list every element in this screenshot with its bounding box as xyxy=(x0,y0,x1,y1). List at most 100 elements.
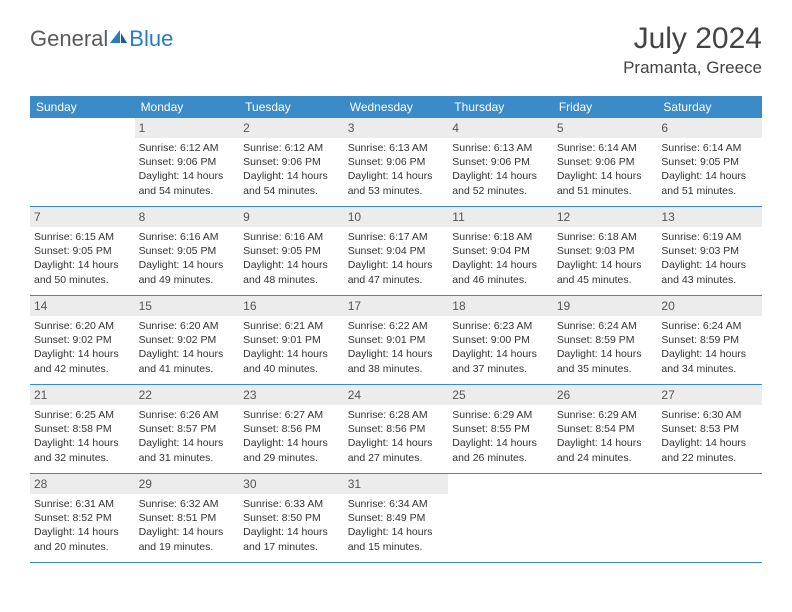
daylight-text-2: and 51 minutes. xyxy=(661,184,758,198)
day-number: 9 xyxy=(239,207,344,227)
daylight-text-1: Daylight: 14 hours xyxy=(557,169,654,183)
day-number: 1 xyxy=(135,118,240,138)
sunrise-text: Sunrise: 6:18 AM xyxy=(452,230,549,244)
daylight-text-2: and 42 minutes. xyxy=(34,362,131,376)
daylight-text-2: and 47 minutes. xyxy=(348,273,445,287)
day-number: 7 xyxy=(30,207,135,227)
daylight-text-1: Daylight: 14 hours xyxy=(348,525,445,539)
calendar: SundayMondayTuesdayWednesdayThursdayFrid… xyxy=(30,96,762,563)
sunset-text: Sunset: 8:58 PM xyxy=(34,422,131,436)
daylight-text-2: and 40 minutes. xyxy=(243,362,340,376)
sunrise-text: Sunrise: 6:30 AM xyxy=(661,408,758,422)
sunrise-text: Sunrise: 6:33 AM xyxy=(243,497,340,511)
daylight-text-1: Daylight: 14 hours xyxy=(661,436,758,450)
day-info: Sunrise: 6:24 AMSunset: 8:59 PMDaylight:… xyxy=(661,319,758,376)
daylight-text-2: and 15 minutes. xyxy=(348,540,445,554)
day-cell: 19Sunrise: 6:24 AMSunset: 8:59 PMDayligh… xyxy=(553,296,658,384)
day-info: Sunrise: 6:25 AMSunset: 8:58 PMDaylight:… xyxy=(34,408,131,465)
day-info: Sunrise: 6:12 AMSunset: 9:06 PMDaylight:… xyxy=(139,141,236,198)
daylight-text-2: and 51 minutes. xyxy=(557,184,654,198)
day-cell: 31 Sunrise: 6:34 AMSunset: 8:49 PMDayligh… xyxy=(344,474,449,562)
day-info: Sunrise: 6:14 AMSunset: 9:05 PMDaylight:… xyxy=(661,141,758,198)
day-info: Sunrise: 6:22 AMSunset: 9:01 PMDaylight:… xyxy=(348,319,445,376)
daylight-text-1: Daylight: 14 hours xyxy=(243,258,340,272)
title-block: July 2024 Pramanta, Greece xyxy=(623,22,762,78)
day-cell: 3Sunrise: 6:13 AMSunset: 9:06 PMDaylight… xyxy=(344,118,449,206)
daylight-text-1: Daylight: 14 hours xyxy=(243,347,340,361)
sunrise-text: Sunrise: 6:12 AM xyxy=(139,141,236,155)
day-info: Sunrise: 6:20 AMSunset: 9:02 PMDaylight:… xyxy=(34,319,131,376)
day-number: 31 xyxy=(344,474,449,494)
daylight-text-1: Daylight: 14 hours xyxy=(348,258,445,272)
day-cell: . xyxy=(30,118,135,206)
sunset-text: Sunset: 9:01 PM xyxy=(243,333,340,347)
sunset-text: Sunset: 8:56 PM xyxy=(348,422,445,436)
day-number: 24 xyxy=(344,385,449,405)
day-number: 5 xyxy=(553,118,658,138)
daylight-text-1: Daylight: 14 hours xyxy=(139,525,236,539)
sunrise-text: Sunrise: 6:29 AM xyxy=(557,408,654,422)
day-number: 26 xyxy=(553,385,658,405)
daylight-text-2: and 37 minutes. xyxy=(452,362,549,376)
sunrise-text: Sunrise: 6:25 AM xyxy=(34,408,131,422)
sunset-text: Sunset: 9:06 PM xyxy=(452,155,549,169)
sunset-text: Sunset: 8:49 PM xyxy=(348,511,445,525)
sunrise-text: Sunrise: 6:27 AM xyxy=(243,408,340,422)
day-cell: 25Sunrise: 6:29 AMSunset: 8:55 PMDayligh… xyxy=(448,385,553,473)
day-cell: 11 Sunrise: 6:18 AMSunset: 9:04 PMDayligh… xyxy=(448,207,553,295)
daylight-text-1: Daylight: 14 hours xyxy=(139,436,236,450)
sunset-text: Sunset: 9:03 PM xyxy=(557,244,654,258)
day-info: Sunrise: 6:18 AMSunset: 9:04 PMDaylight:… xyxy=(452,230,549,287)
day-number: 23 xyxy=(239,385,344,405)
day-cell: . xyxy=(657,474,762,562)
day-cell: . xyxy=(448,474,553,562)
day-number: 8 xyxy=(135,207,240,227)
day-number: 25 xyxy=(448,385,553,405)
day-cell: 6 Sunrise: 6:14 AMSunset: 9:05 PMDaylight… xyxy=(657,118,762,206)
daylight-text-1: Daylight: 14 hours xyxy=(348,436,445,450)
sunrise-text: Sunrise: 6:14 AM xyxy=(557,141,654,155)
daylight-text-1: Daylight: 14 hours xyxy=(139,169,236,183)
daylight-text-2: and 27 minutes. xyxy=(348,451,445,465)
day-info: Sunrise: 6:13 AMSunset: 9:06 PMDaylight:… xyxy=(452,141,549,198)
day-number: 20 xyxy=(657,296,762,316)
day-cell: 23Sunrise: 6:27 AMSunset: 8:56 PMDayligh… xyxy=(239,385,344,473)
daylight-text-2: and 46 minutes. xyxy=(452,273,549,287)
daylight-text-1: Daylight: 14 hours xyxy=(452,258,549,272)
day-cell: 1 Sunrise: 6:12 AMSunset: 9:06 PMDaylight… xyxy=(135,118,240,206)
sunrise-text: Sunrise: 6:20 AM xyxy=(34,319,131,333)
header: General Blue July 2024 Pramanta, Greece xyxy=(30,22,762,78)
daylight-text-1: Daylight: 14 hours xyxy=(139,258,236,272)
day-cell: 16Sunrise: 6:21 AMSunset: 9:01 PMDayligh… xyxy=(239,296,344,384)
sunrise-text: Sunrise: 6:24 AM xyxy=(557,319,654,333)
brand-sail-icon xyxy=(108,28,128,51)
daylight-text-1: Daylight: 14 hours xyxy=(452,436,549,450)
daylight-text-2: and 31 minutes. xyxy=(139,451,236,465)
sunrise-text: Sunrise: 6:32 AM xyxy=(139,497,236,511)
sunrise-text: Sunrise: 6:22 AM xyxy=(348,319,445,333)
day-cell: 7Sunrise: 6:15 AMSunset: 9:05 PMDaylight… xyxy=(30,207,135,295)
sunset-text: Sunset: 9:02 PM xyxy=(139,333,236,347)
sunset-text: Sunset: 9:04 PM xyxy=(452,244,549,258)
day-number: 27 xyxy=(657,385,762,405)
sunrise-text: Sunrise: 6:29 AM xyxy=(452,408,549,422)
sunrise-text: Sunrise: 6:13 AM xyxy=(348,141,445,155)
sunset-text: Sunset: 8:57 PM xyxy=(139,422,236,436)
day-cell: 10Sunrise: 6:17 AMSunset: 9:04 PMDayligh… xyxy=(344,207,449,295)
sunset-text: Sunset: 9:03 PM xyxy=(661,244,758,258)
day-number: 6 xyxy=(657,118,762,138)
day-cell: 2Sunrise: 6:12 AMSunset: 9:06 PMDaylight… xyxy=(239,118,344,206)
daylight-text-1: Daylight: 14 hours xyxy=(243,436,340,450)
day-cell: 26Sunrise: 6:29 AMSunset: 8:54 PMDayligh… xyxy=(553,385,658,473)
sunset-text: Sunset: 8:54 PM xyxy=(557,422,654,436)
sunset-text: Sunset: 9:05 PM xyxy=(661,155,758,169)
sunrise-text: Sunrise: 6:24 AM xyxy=(661,319,758,333)
daylight-text-1: Daylight: 14 hours xyxy=(348,347,445,361)
daylight-text-1: Daylight: 14 hours xyxy=(661,169,758,183)
day-cell: 28Sunrise: 6:31 AMSunset: 8:52 PMDayligh… xyxy=(30,474,135,562)
weekday-header: Wednesday xyxy=(344,96,449,118)
daylight-text-2: and 29 minutes. xyxy=(243,451,340,465)
sunrise-text: Sunrise: 6:34 AM xyxy=(348,497,445,511)
day-cell: . xyxy=(553,474,658,562)
day-number: 11 xyxy=(448,207,553,227)
